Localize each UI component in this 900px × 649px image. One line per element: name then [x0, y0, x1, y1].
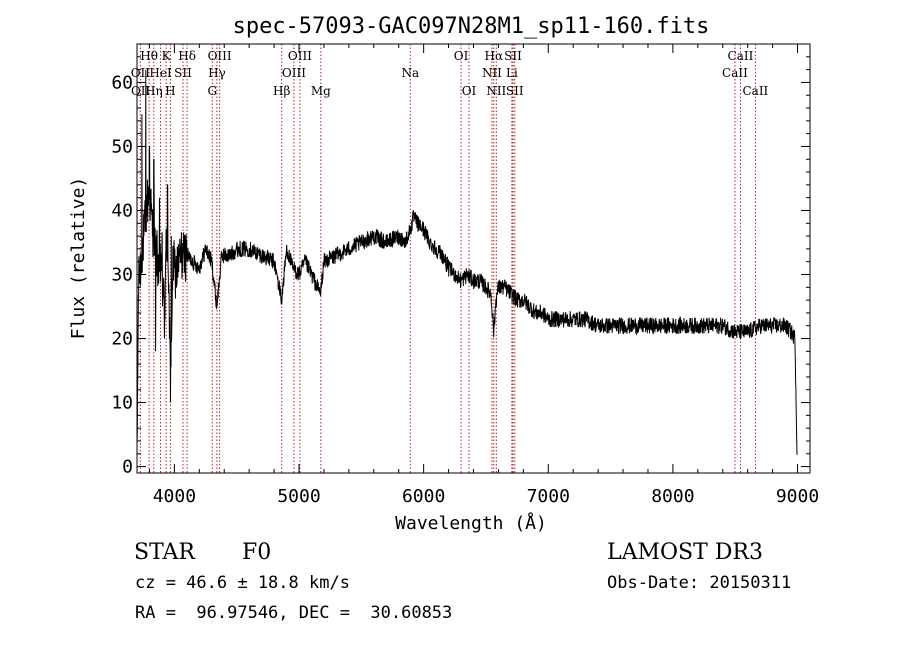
x-axis-ticks: 4000 5000 6000 7000 8000 9000	[148, 44, 819, 507]
line-label: Hβ	[273, 84, 290, 98]
y-axis-ticks: 0 10 20 30 40 50 60	[111, 56, 810, 478]
line-label: OI	[462, 84, 477, 98]
plot-frame	[136, 43, 811, 474]
line-label: Hα	[485, 49, 504, 63]
x-tick-label: 6000	[402, 486, 445, 507]
x-axis-label: Wavelength (Å)	[395, 512, 547, 534]
line-label: SII	[174, 66, 192, 80]
x-tick-label: 4000	[153, 486, 196, 507]
y-tick-label: 20	[111, 329, 133, 350]
line-label: Hη	[145, 84, 163, 98]
line-label: Li	[506, 66, 518, 80]
line-label: K	[162, 49, 172, 63]
redshift-cz: cz = 46.6 ± 18.8 km/s	[135, 573, 350, 593]
y-tick-label: 60	[111, 72, 133, 93]
line-label: Mg	[311, 84, 331, 98]
x-tick-label: 7000	[527, 486, 570, 507]
line-label: SII	[504, 49, 522, 63]
line-label: OI	[454, 49, 469, 63]
y-axis-label: Flux (relative)	[68, 177, 89, 340]
x-tick-label: 5000	[277, 486, 320, 507]
line-label: SII	[506, 84, 524, 98]
flux-series-line	[136, 69, 798, 455]
line-label: HeI	[149, 66, 172, 80]
line-label: OIII	[282, 66, 306, 80]
line-label: OIII	[288, 49, 312, 63]
spectral-line-markers	[139, 44, 756, 473]
line-label: OII	[131, 66, 151, 80]
line-label: CaII	[722, 66, 748, 80]
x-tick-label: 8000	[651, 486, 694, 507]
line-label: Hδ	[178, 49, 196, 63]
observation-date: Obs-Date: 20150311	[607, 573, 792, 593]
line-label: Na	[401, 66, 419, 80]
object-subclass: F0	[242, 540, 272, 565]
line-label: Hγ	[208, 66, 226, 80]
y-tick-label: 0	[122, 457, 133, 478]
line-label: NII	[482, 66, 502, 80]
line-label: OIII	[208, 49, 232, 63]
y-tick-label: 40	[111, 200, 133, 221]
survey-name: LAMOST DR3	[607, 540, 763, 565]
line-label: CaII	[742, 84, 768, 98]
object-class: STAR	[134, 540, 195, 565]
line-label: Hθ	[140, 49, 158, 63]
ra-dec-coordinates: RA = 96.97546, DEC = 30.60853	[135, 603, 453, 623]
line-label: G	[207, 84, 217, 98]
line-label: H	[165, 84, 175, 98]
y-tick-label: 10	[111, 393, 133, 414]
x-tick-label: 9000	[776, 486, 819, 507]
chart-title: spec-57093-GAC097N28M1_sp11-160.fits	[233, 14, 710, 39]
line-label: NII	[486, 84, 506, 98]
y-tick-label: 50	[111, 136, 133, 157]
y-tick-label: 30	[111, 265, 133, 286]
line-label: CaII	[728, 49, 754, 63]
